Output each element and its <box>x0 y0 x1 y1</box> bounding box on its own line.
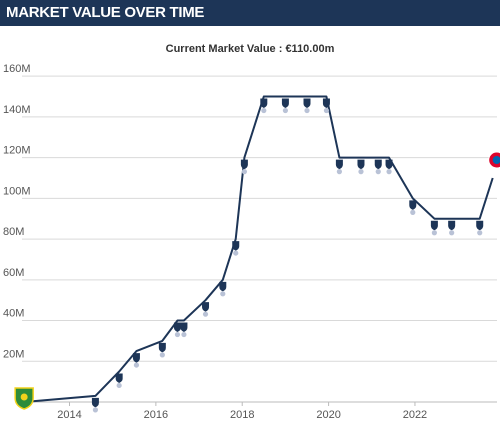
marker-badge <box>202 302 210 312</box>
data-point-marker <box>448 220 456 236</box>
x-tick-label: 2020 <box>316 409 340 421</box>
marker-badge <box>409 200 417 210</box>
current-club-badge-marker <box>488 151 500 169</box>
marker-badge <box>115 373 123 383</box>
marker-badge <box>232 241 240 251</box>
badge-emblem <box>20 393 28 401</box>
header-title: MARKET VALUE OVER TIME <box>6 4 205 21</box>
chart-header: MARKET VALUE OVER TIME <box>0 0 500 26</box>
marker-dot <box>431 230 437 236</box>
marker-badge <box>374 159 382 170</box>
data-point-marker <box>374 159 382 175</box>
y-tick-label: 60M <box>3 267 24 279</box>
marker-dot <box>220 291 226 297</box>
current-market-value: Current Market Value : €110.00m <box>165 43 335 55</box>
y-tick-label: 20M <box>3 348 24 360</box>
data-point-marker <box>430 220 438 236</box>
data-point-marker <box>322 98 330 114</box>
badge-center <box>492 156 500 164</box>
x-tick-label: 2022 <box>403 409 427 421</box>
data-point-marker <box>232 241 240 256</box>
marker-badge <box>448 220 456 231</box>
marker-badge <box>357 159 365 170</box>
y-tick-label: 100M <box>3 185 31 197</box>
data-point-marker <box>303 98 311 114</box>
marker-dot <box>323 107 330 114</box>
marker-dot <box>375 169 381 175</box>
data-point-marker <box>357 159 365 175</box>
club-badge-marker <box>14 387 34 410</box>
marker-dot <box>92 407 99 413</box>
marker-dot <box>174 331 181 338</box>
marker-dot <box>449 230 455 236</box>
marker-badge <box>91 397 99 408</box>
marker-dot <box>358 169 364 175</box>
marker-dot <box>386 169 392 175</box>
data-point-marker <box>202 302 210 317</box>
marker-dot <box>202 311 209 317</box>
data-point-marker <box>260 98 268 114</box>
marker-dot <box>241 169 247 175</box>
series-line <box>24 95 494 403</box>
data-point-marker <box>219 281 227 297</box>
y-tick-label: 80M <box>3 226 24 238</box>
data-point-marker <box>115 373 123 389</box>
marker-badge <box>240 159 248 170</box>
marker-dot <box>159 352 165 358</box>
data-point-marker <box>180 322 188 338</box>
y-tick-label: 140M <box>3 104 31 116</box>
marker-badge <box>173 322 181 333</box>
data-point-marker <box>132 353 140 368</box>
marker-dot <box>133 362 140 368</box>
marker-badge <box>322 98 330 109</box>
marker-badge <box>260 98 268 109</box>
data-point-marker <box>409 200 417 215</box>
data-point-marker <box>158 342 166 358</box>
data-point-marker <box>91 397 99 413</box>
marker-dot <box>477 230 483 236</box>
data-point-marker <box>173 322 181 338</box>
y-tick-label: 40M <box>3 308 24 320</box>
marker-badge <box>476 220 484 231</box>
marker-dot <box>181 331 187 338</box>
marker-badge <box>385 159 393 170</box>
x-tick-label: 2018 <box>230 409 254 421</box>
data-point-marker <box>476 220 484 236</box>
data-point-marker <box>281 98 289 114</box>
marker-badge <box>158 342 166 353</box>
marker-badge <box>430 220 438 231</box>
marker-dot <box>410 209 416 215</box>
marker-dot <box>116 382 122 389</box>
marker-badge <box>180 322 188 333</box>
y-tick-label: 160M <box>3 63 31 75</box>
marker-badge <box>335 159 343 170</box>
marker-dot <box>261 107 267 114</box>
data-point-marker <box>335 159 343 175</box>
y-tick-label: 120M <box>3 145 31 157</box>
x-tick-label: 2014 <box>57 409 81 421</box>
marker-dot <box>336 169 342 175</box>
marker-badge <box>132 353 140 363</box>
data-point-marker <box>240 159 248 175</box>
x-tick-label: 2016 <box>144 409 168 421</box>
data-point-marker <box>385 159 393 175</box>
marker-dot <box>304 107 310 114</box>
marker-badge <box>281 98 289 109</box>
marker-badge <box>303 98 311 109</box>
marker-dot <box>233 250 239 256</box>
marker-badge <box>219 281 227 292</box>
marker-dot <box>282 107 289 114</box>
